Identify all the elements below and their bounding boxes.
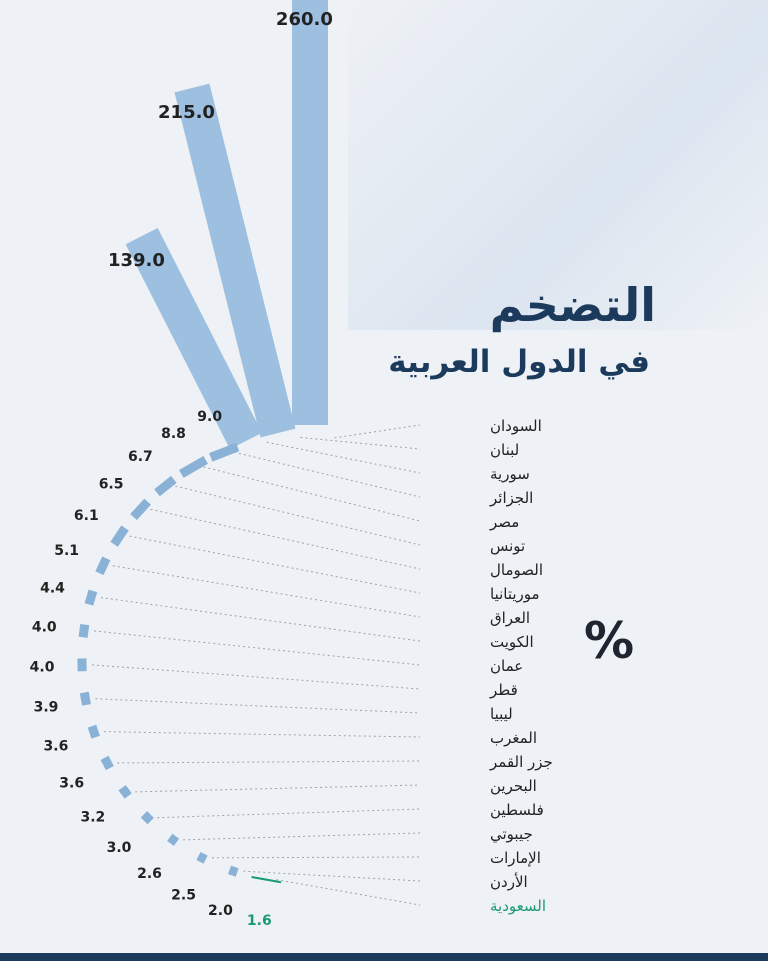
value-label: 2.0 xyxy=(208,903,233,919)
page-subtitle: في الدول العربية xyxy=(388,344,650,380)
value-label: 4.0 xyxy=(30,660,55,676)
leader-line xyxy=(266,441,421,474)
bar xyxy=(140,811,154,825)
bar xyxy=(292,0,328,425)
bar xyxy=(110,525,129,547)
category-label: العراق xyxy=(490,609,530,627)
bar xyxy=(95,556,111,576)
category-label: تونس xyxy=(490,537,525,555)
value-label: 2.6 xyxy=(137,866,162,882)
bar xyxy=(228,865,239,877)
category-label: موريتانيا xyxy=(490,585,540,603)
bottom-bar xyxy=(0,953,768,961)
category-label: الكويت xyxy=(490,633,534,651)
category-label: فلسطين xyxy=(490,801,544,819)
value-label: 1.6 xyxy=(247,913,272,929)
leader-line xyxy=(334,424,421,439)
value-label: 8.8 xyxy=(161,426,186,442)
page-title: التضخم xyxy=(489,278,656,332)
category-label: السودان xyxy=(490,417,542,435)
bar xyxy=(87,724,100,739)
category-label: سورية xyxy=(490,465,530,483)
bar xyxy=(209,442,240,462)
value-label: 3.0 xyxy=(107,840,132,856)
bar xyxy=(84,589,98,606)
leader-line xyxy=(95,698,421,714)
category-label: السعودية xyxy=(490,897,546,915)
value-label: 6.1 xyxy=(74,508,99,524)
leader-line xyxy=(234,451,421,498)
category-label: المغرب xyxy=(490,729,537,747)
leader-line xyxy=(203,466,421,522)
value-label: 260.0 xyxy=(276,9,333,30)
leader-line xyxy=(103,731,421,738)
leader-line xyxy=(300,436,421,450)
leader-line xyxy=(175,485,421,546)
bar xyxy=(167,833,180,846)
leader-line xyxy=(93,630,421,666)
leader-line xyxy=(135,784,421,793)
value-label: 3.2 xyxy=(80,810,105,826)
category-label: الإمارات xyxy=(490,849,541,867)
background-decoration xyxy=(348,0,768,330)
bar xyxy=(78,623,90,638)
leader-line xyxy=(112,565,421,618)
leader-line xyxy=(212,856,421,859)
bar xyxy=(125,227,263,450)
bar xyxy=(100,755,114,771)
value-label: 3.6 xyxy=(59,775,84,791)
value-label: 4.0 xyxy=(32,620,57,636)
category-label: ليبيا xyxy=(490,705,513,723)
bar xyxy=(179,455,208,478)
leader-line xyxy=(183,832,421,841)
leader-line xyxy=(100,597,421,642)
category-label: الأردن xyxy=(490,872,528,891)
bar xyxy=(130,498,151,521)
bar xyxy=(79,691,91,706)
value-label: 5.1 xyxy=(54,543,79,559)
value-label: 4.4 xyxy=(40,580,65,596)
value-label: 139.0 xyxy=(108,250,165,271)
bar xyxy=(251,876,282,884)
category-label: لبنان xyxy=(490,441,519,459)
leader-line xyxy=(157,808,421,819)
unit-label: % xyxy=(584,612,635,670)
bar xyxy=(174,83,296,438)
category-label: قطر xyxy=(489,681,518,699)
leader-line xyxy=(129,535,421,594)
leader-line xyxy=(150,508,421,570)
category-label: مصر xyxy=(489,513,519,531)
category-label: جيبوتي xyxy=(490,825,533,844)
value-label: 9.0 xyxy=(197,409,222,425)
leader-line xyxy=(92,664,421,690)
value-label: 6.7 xyxy=(128,449,153,465)
bar xyxy=(196,851,208,864)
category-label: الصومال xyxy=(490,561,543,579)
value-label: 6.5 xyxy=(99,476,124,492)
value-label: 3.6 xyxy=(44,739,69,755)
category-label: عمان xyxy=(490,657,523,675)
leader-line xyxy=(276,879,421,906)
value-label: 3.9 xyxy=(34,700,59,716)
category-label: البحرين xyxy=(490,777,537,795)
value-label: 2.5 xyxy=(171,887,196,903)
category-label: جزر القمر xyxy=(489,753,553,771)
bar xyxy=(118,785,132,799)
category-label: الجزائر xyxy=(489,489,533,507)
value-label: 215.0 xyxy=(158,102,215,123)
bar xyxy=(154,475,177,497)
leader-line xyxy=(117,760,421,764)
